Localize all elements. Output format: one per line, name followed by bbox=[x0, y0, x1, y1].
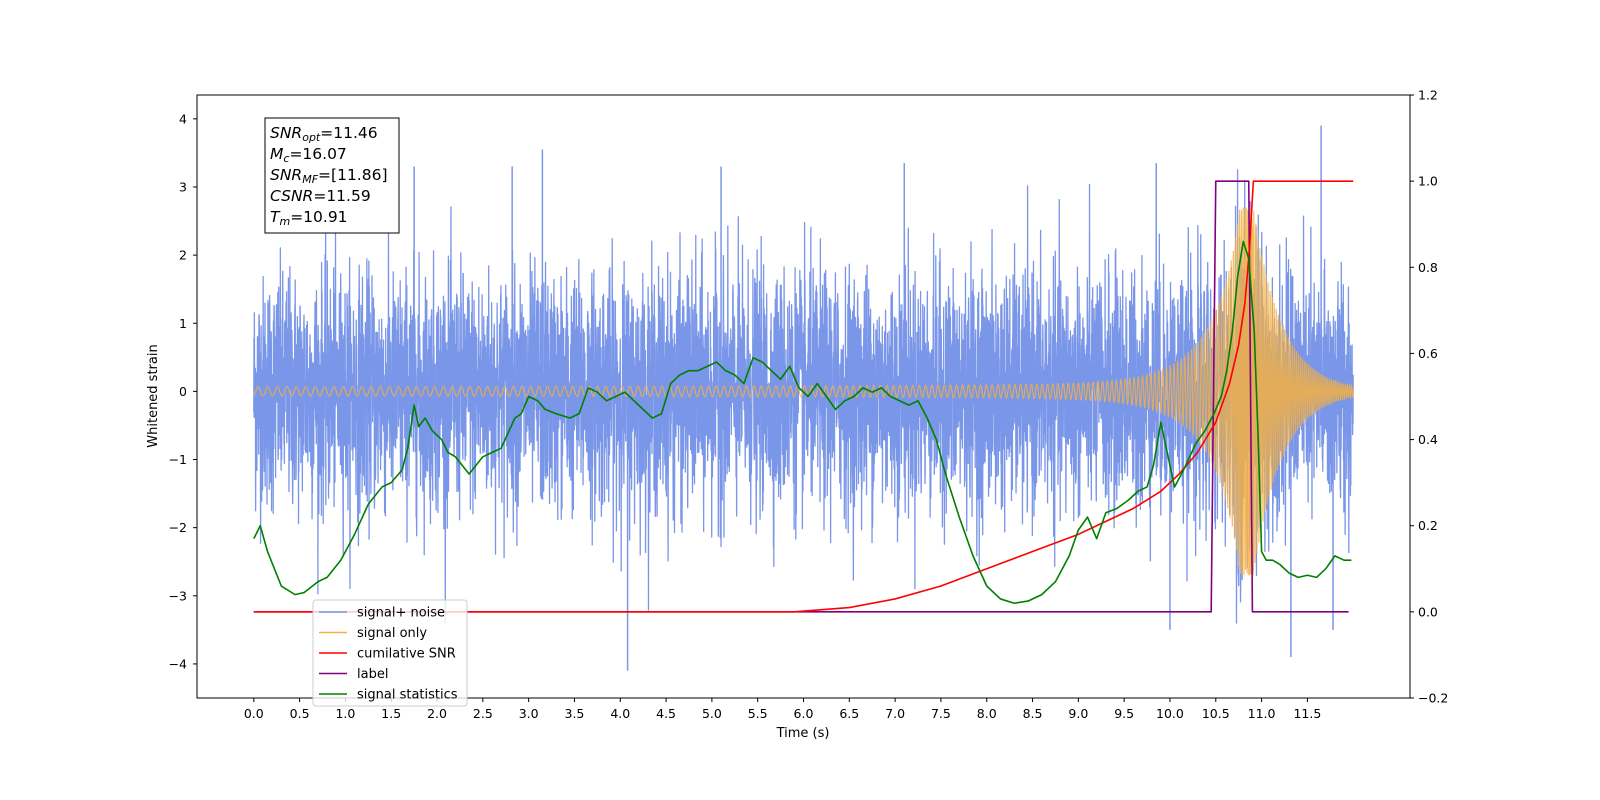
x-tick-label: 6.0 bbox=[794, 706, 814, 721]
annotation-line: SNRopt=11.46 bbox=[270, 124, 378, 144]
y-tick-label-left: 3 bbox=[179, 179, 187, 194]
legend-entry: cumilative SNR bbox=[357, 647, 456, 662]
signal-only-line bbox=[253, 207, 1354, 576]
legend-frame bbox=[312, 599, 468, 707]
y-tick-label-left: −4 bbox=[169, 656, 187, 671]
x-tick-label: 10.0 bbox=[1156, 706, 1184, 721]
signal-noise-series bbox=[253, 125, 1354, 671]
x-tick-label: 7.5 bbox=[931, 706, 951, 721]
legend-entry: signal statistics bbox=[357, 688, 458, 703]
x-tick-label: 11.5 bbox=[1293, 706, 1321, 721]
signal-statistics-line bbox=[253, 240, 1352, 605]
x-tick-label: 0.5 bbox=[290, 706, 310, 721]
y-axis-label: Whitened strain bbox=[146, 344, 161, 447]
y-tick-label-right: 1.0 bbox=[1418, 174, 1438, 189]
y-tick-label-left: 0 bbox=[179, 384, 187, 399]
x-tick-label: 8.0 bbox=[977, 706, 997, 721]
y-axis-right: −0.2 0.0 0.2 0.4 0.6 0.8 1.0 1.2 bbox=[1410, 88, 1448, 706]
label-line bbox=[253, 180, 1349, 613]
y-tick-label-right: 0.2 bbox=[1418, 518, 1438, 533]
x-axis-label: Time (s) bbox=[776, 726, 830, 741]
legend-entry: signal only bbox=[357, 626, 427, 641]
x-tick-label: 6.5 bbox=[839, 706, 859, 721]
annotation-line: SNRMF=[11.86] bbox=[270, 166, 388, 186]
y-tick-label-left: 4 bbox=[179, 111, 187, 126]
x-tick-label: 7.0 bbox=[885, 706, 905, 721]
legend: signal+ noise signal only cumilative SNR la… bbox=[312, 599, 468, 707]
x-tick-label: 3.5 bbox=[565, 706, 585, 721]
x-tick-label: 4.0 bbox=[610, 706, 630, 721]
y-tick-label-left: −3 bbox=[169, 588, 187, 603]
annotation-line: Mc=16.07 bbox=[270, 145, 347, 165]
x-tick-label: 2.0 bbox=[427, 706, 447, 721]
legend-entry: label bbox=[357, 667, 388, 682]
x-tick-label: 1.0 bbox=[335, 706, 355, 721]
y-tick-label-right: −0.2 bbox=[1418, 691, 1448, 706]
y-axis-left: −4 −3 −2 −1 0 1 2 3 4 bbox=[169, 111, 197, 671]
cumulative-snr-line bbox=[253, 180, 1354, 613]
plot-area bbox=[253, 125, 1354, 671]
y-tick-label-right: 0.0 bbox=[1418, 604, 1438, 619]
signal-only-series bbox=[253, 207, 1354, 576]
y-tick-label-left: −1 bbox=[169, 452, 187, 467]
x-tick-label: 10.5 bbox=[1202, 706, 1230, 721]
x-tick-label: 0.0 bbox=[244, 706, 264, 721]
x-tick-label: 9.5 bbox=[1114, 706, 1134, 721]
x-tick-label: 3.0 bbox=[519, 706, 539, 721]
y-tick-label-right: 0.4 bbox=[1418, 432, 1438, 447]
x-tick-label: 5.5 bbox=[748, 706, 768, 721]
annotation-frame bbox=[264, 117, 400, 234]
x-axis: 0.0 0.5 1.0 1.5 2.0 2.5 3.0 3.5 4.0 4.5 5.0 5.5 6.0 6… bbox=[244, 698, 1321, 721]
x-tick-label: 9.0 bbox=[1068, 706, 1088, 721]
y-tick-label-right: 1.2 bbox=[1418, 88, 1438, 103]
x-tick-label: 4.5 bbox=[656, 706, 676, 721]
metrics-annotation-box: SNRopt=11.46Mc=16.07SNRMF=[11.86]CSNR=11… bbox=[264, 117, 400, 234]
x-tick-label: 8.5 bbox=[1023, 706, 1043, 721]
y-tick-label-left: 1 bbox=[179, 316, 187, 331]
x-tick-label: 2.5 bbox=[473, 706, 493, 721]
y-tick-label-right: 0.8 bbox=[1418, 260, 1438, 275]
y-tick-label-right: 0.6 bbox=[1418, 346, 1438, 361]
signal-noise-line bbox=[253, 169, 1354, 624]
y-tick-label-left: 2 bbox=[179, 248, 187, 263]
right-axis-series bbox=[253, 180, 1354, 613]
annotation-line: CSNR=11.59 bbox=[270, 187, 371, 205]
x-tick-label: 5.0 bbox=[702, 706, 722, 721]
legend-entry: signal+ noise bbox=[357, 606, 445, 621]
x-tick-label: 11.0 bbox=[1248, 706, 1276, 721]
annotation-line: Tm=10.91 bbox=[270, 208, 348, 228]
y-tick-label-left: −2 bbox=[169, 520, 187, 535]
x-tick-label: 1.5 bbox=[381, 706, 401, 721]
